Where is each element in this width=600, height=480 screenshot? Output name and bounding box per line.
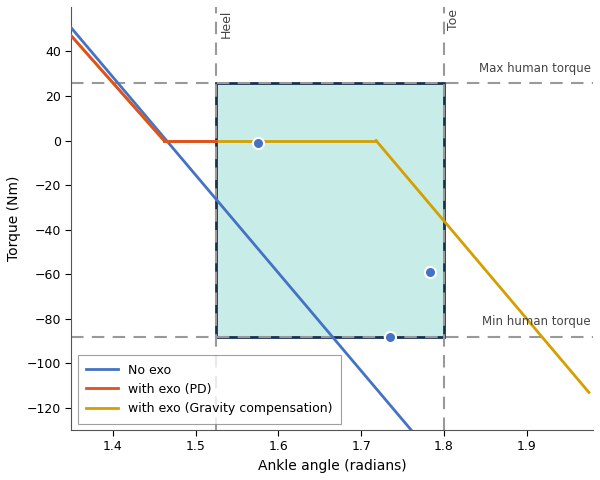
Text: Max human torque: Max human torque <box>479 62 590 75</box>
Text: Min human torque: Min human torque <box>482 314 590 328</box>
Legend: No exo, with exo (PD), with exo (Gravity compensation): No exo, with exo (PD), with exo (Gravity… <box>77 355 341 424</box>
X-axis label: Ankle angle (radians): Ankle angle (radians) <box>258 459 406 473</box>
Y-axis label: Torque (Nm): Torque (Nm) <box>7 176 21 261</box>
Bar <box>216 83 444 336</box>
Text: Toe: Toe <box>447 9 460 30</box>
Text: Heel: Heel <box>220 9 233 37</box>
